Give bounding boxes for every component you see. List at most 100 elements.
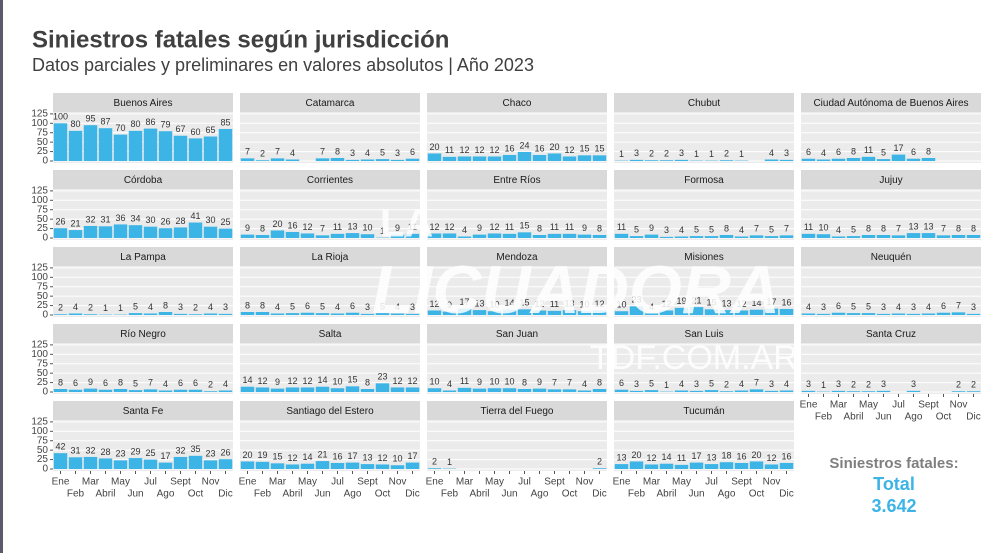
- bar: [143, 128, 158, 161]
- data-label: 6: [911, 147, 916, 157]
- data-label: 23: [631, 295, 641, 305]
- bar: [532, 310, 547, 315]
- y-tick-label: 100: [31, 272, 48, 283]
- x-tick-label: Ago: [344, 489, 362, 500]
- bar: [906, 313, 921, 315]
- data-label: 26: [220, 448, 230, 458]
- bar: [801, 233, 816, 238]
- bar: [53, 123, 68, 161]
- bar: [143, 313, 158, 315]
- data-label: 4: [836, 225, 841, 235]
- data-label: 6: [350, 301, 355, 311]
- data-label: 16: [504, 143, 514, 153]
- bar: [270, 463, 285, 469]
- data-label: 3: [664, 225, 669, 235]
- bar: [614, 311, 629, 315]
- bar: [472, 388, 487, 392]
- data-label: 12: [377, 453, 387, 463]
- x-tick-label: Feb: [815, 412, 833, 423]
- y-tick-label: 100: [31, 195, 48, 206]
- panel-title: Tucumán: [683, 406, 724, 417]
- bar: [390, 159, 405, 161]
- data-label: 17: [407, 451, 417, 461]
- bar: [577, 234, 592, 238]
- data-label: 7: [245, 147, 250, 157]
- data-label: 3: [836, 379, 841, 389]
- bar: [592, 310, 607, 315]
- bar: [270, 158, 285, 161]
- data-label: 11: [408, 222, 417, 232]
- y-tick-label: 75: [37, 435, 49, 446]
- x-tick-label: Jul: [892, 400, 905, 411]
- data-label: 23: [377, 372, 387, 382]
- bar: [255, 311, 270, 315]
- panel-title: La Pampa: [120, 252, 166, 263]
- bar: [113, 460, 128, 469]
- panel-title: Buenos Aires: [114, 98, 173, 109]
- data-label: 3: [694, 379, 699, 389]
- data-label: 4: [806, 302, 811, 312]
- data-label: 4: [649, 302, 654, 312]
- bar: [173, 227, 188, 238]
- data-label: 9: [447, 300, 452, 310]
- panel-strip: [427, 324, 607, 343]
- data-label: 20: [631, 450, 641, 460]
- y-tick-label: 100: [31, 426, 48, 437]
- panel-title: San Juan: [496, 329, 538, 340]
- data-label: 16: [781, 451, 791, 461]
- data-label: 7: [896, 224, 901, 234]
- bar: [734, 310, 749, 315]
- bar: [614, 464, 629, 469]
- y-tick-label: 100: [31, 349, 48, 360]
- data-label: 13: [923, 221, 933, 231]
- x-tick-label: Sept: [918, 400, 939, 411]
- data-label: 26: [55, 217, 65, 227]
- data-label: 16: [332, 451, 342, 461]
- bar: [457, 308, 472, 315]
- data-label: 4: [163, 379, 168, 389]
- panel-strip: [614, 247, 794, 266]
- data-label: 5: [320, 301, 325, 311]
- bar: [300, 387, 315, 392]
- x-tick-label: Jul: [144, 477, 157, 488]
- data-label: 2: [724, 380, 729, 390]
- y-tick-label: 50: [37, 368, 49, 379]
- data-label: 11: [804, 222, 813, 232]
- data-label: 36: [115, 213, 125, 223]
- data-label: 25: [220, 217, 230, 227]
- data-label: 15: [706, 298, 716, 308]
- bar: [816, 159, 831, 161]
- data-label: 6: [806, 147, 811, 157]
- data-label: 4: [73, 302, 78, 312]
- bar: [188, 222, 203, 238]
- data-label: 100: [53, 112, 68, 122]
- data-label: 4: [784, 379, 789, 389]
- bar: [113, 224, 128, 238]
- data-label: 32: [175, 445, 185, 455]
- data-label: 7: [784, 224, 789, 234]
- x-tick-label: Feb: [67, 489, 85, 500]
- data-label: 4: [290, 148, 295, 158]
- data-label: 4: [365, 148, 370, 158]
- x-tick-label: Abril: [469, 489, 489, 500]
- bar: [629, 461, 644, 469]
- bar: [457, 236, 472, 238]
- data-label: 2: [956, 380, 961, 390]
- data-label: 4: [926, 302, 931, 312]
- y-tick-label: 0: [42, 387, 48, 398]
- data-label: 87: [100, 117, 110, 127]
- data-label: 6: [103, 378, 108, 388]
- x-tick-label: Nov: [763, 477, 781, 488]
- panel-strip: [240, 401, 420, 420]
- bar: [158, 131, 173, 161]
- bar: [405, 462, 420, 469]
- data-label: 3: [784, 148, 789, 158]
- panel-strip: [427, 170, 607, 189]
- data-label: 17: [766, 297, 776, 307]
- data-label: 8: [881, 223, 886, 233]
- bar: [562, 233, 577, 238]
- bar: [502, 233, 517, 238]
- bar: [285, 159, 300, 161]
- bar: [689, 307, 704, 315]
